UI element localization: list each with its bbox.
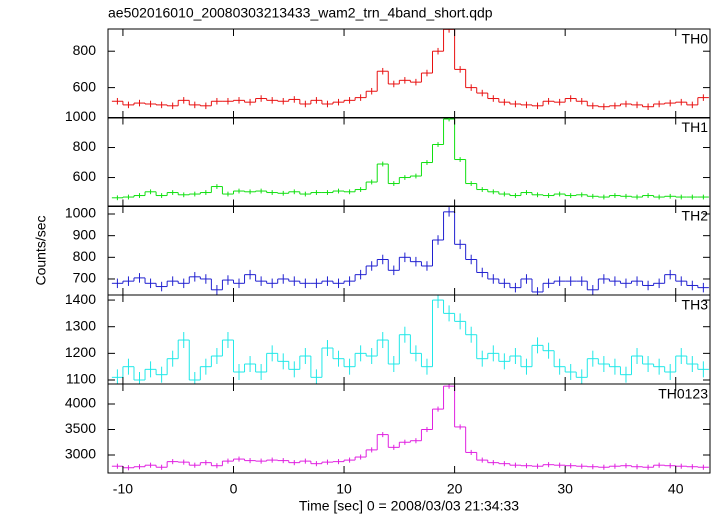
chart-title: ae502016010_20080303213433_wam2_trn_4ban… [108, 5, 493, 21]
y-tick-label: 4000 [65, 395, 96, 411]
y-tick-label: 3500 [65, 420, 96, 436]
panel-label: TH3 [682, 297, 709, 313]
y-tick-label: 800 [73, 138, 97, 154]
x-tick-label: 30 [557, 481, 573, 497]
panel-frame [107, 205, 711, 296]
plot-area [111, 384, 709, 471]
panel-frame [107, 117, 711, 207]
panel-label: TH1 [682, 119, 709, 135]
y-tick-label: 900 [73, 226, 97, 242]
y-tick-label: 1000 [65, 108, 96, 124]
x-tick-label: 0 [230, 481, 238, 497]
y-tick-label: 1000 [65, 205, 96, 221]
x-tick-label: 20 [447, 481, 463, 497]
y-tick-label: 1200 [65, 344, 96, 360]
panel-frame [107, 383, 711, 474]
x-tick-label: 40 [668, 481, 684, 497]
y-tick-label: 800 [73, 248, 97, 264]
plot-area [111, 117, 709, 201]
y-tick-label: 3000 [65, 446, 96, 462]
plot-area [111, 295, 709, 384]
y-tick-label: 600 [73, 168, 97, 184]
panel-label: TH2 [682, 208, 709, 224]
y-tick-label: 700 [73, 270, 97, 286]
y-tick-label: 600 [73, 78, 97, 94]
y-axis-label: Counts/sec [33, 215, 49, 285]
plot-area [111, 29, 709, 110]
y-tick-label: 1400 [65, 291, 96, 307]
y-tick-label: 1100 [66, 371, 96, 387]
y-tick-label: 800 [73, 42, 97, 58]
plot-area [111, 207, 709, 295]
y-tick-label: 1300 [65, 317, 96, 333]
x-tick-label: -10 [113, 481, 133, 497]
x-axis-label: Time [sec] 0 = 2008/03/03 21:34:33 [299, 498, 519, 514]
panel-label: TH0123 [658, 386, 708, 402]
panel-frame [107, 294, 711, 385]
panel-label: TH0 [682, 31, 709, 47]
x-tick-label: 10 [336, 481, 352, 497]
